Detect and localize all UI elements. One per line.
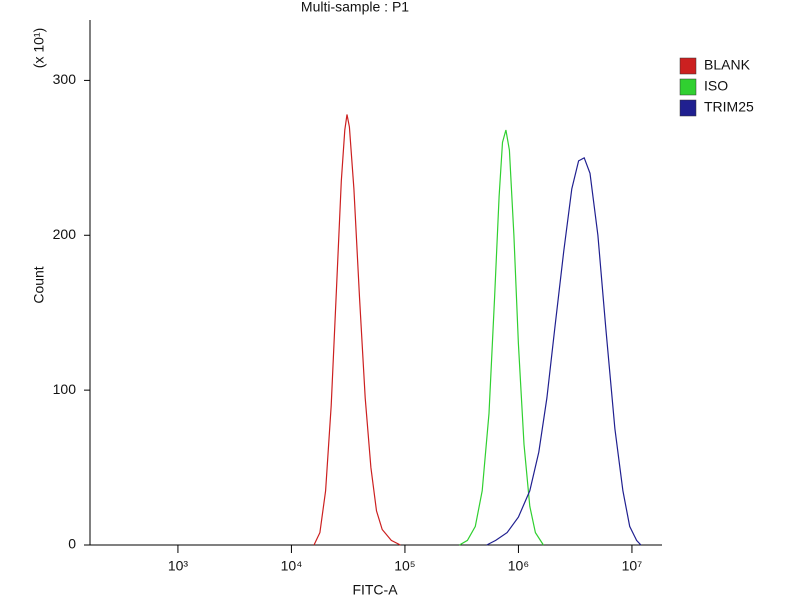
legend-label: TRIM25 [704,99,754,115]
x-axis-label: FITC-A [352,582,398,598]
histogram-line [486,156,642,546]
y-axis-label: Count [31,266,47,303]
legend-label: BLANK [704,57,751,73]
x-tick-label: 10⁶ [508,558,529,574]
y-tick-label: 300 [53,71,77,87]
legend-label: ISO [704,78,728,94]
chart-title: Multi-sample : P1 [301,0,409,15]
x-tick-label: 10⁵ [394,558,415,574]
y-tick-label: 100 [53,381,77,397]
legend-swatch [679,78,697,96]
x-tick-label: 10³ [168,558,189,574]
y-tick-label: 200 [53,226,77,242]
x-tick-label: 10⁷ [622,558,643,574]
x-tick-label: 10⁴ [281,558,303,574]
histogram-line [313,114,401,546]
legend-swatch [679,99,697,117]
histogram-line [459,129,544,546]
y-tick-label: 0 [68,536,76,552]
y-multiplier-label: (x 10¹) [31,28,47,68]
legend-swatch [679,57,697,75]
